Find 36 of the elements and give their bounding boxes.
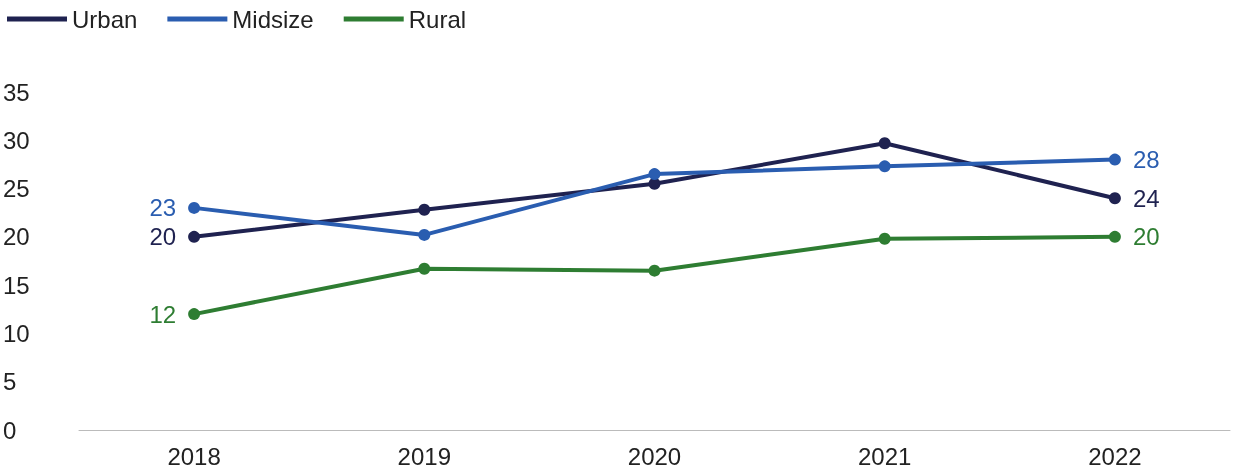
point xyxy=(648,168,661,181)
point xyxy=(878,137,891,150)
data-label: 24 xyxy=(1132,184,1160,212)
point xyxy=(1108,230,1121,243)
point xyxy=(648,264,661,277)
y-tick-label: 25 xyxy=(3,175,30,203)
data-label: 20 xyxy=(1132,223,1160,251)
point xyxy=(188,308,201,321)
data-label: 23 xyxy=(149,194,177,222)
point xyxy=(1108,153,1121,166)
point xyxy=(1108,192,1121,205)
point xyxy=(418,228,431,241)
y-tick-label: 20 xyxy=(3,223,30,251)
point xyxy=(878,232,891,245)
data-label: 12 xyxy=(149,300,177,328)
y-tick-label: 15 xyxy=(3,271,30,299)
data-label: 28 xyxy=(1132,146,1160,174)
point xyxy=(188,230,201,243)
x-tick-label: 2020 xyxy=(627,442,682,470)
y-tick-label: 0 xyxy=(3,416,17,444)
point xyxy=(418,262,431,275)
x-tick-label: 2022 xyxy=(1088,442,1142,470)
point xyxy=(188,201,201,214)
legend-label: Urban xyxy=(72,5,138,33)
legend-label: Rural xyxy=(408,5,467,33)
legend-label: Midsize xyxy=(232,5,314,33)
x-tick-label: 2018 xyxy=(167,442,221,470)
y-tick-label: 10 xyxy=(3,319,30,347)
y-tick-label: 30 xyxy=(3,126,30,154)
data-label: 20 xyxy=(149,223,177,251)
point xyxy=(878,160,891,173)
point xyxy=(418,203,431,216)
y-tick-label: 35 xyxy=(3,78,30,106)
x-tick-label: 2019 xyxy=(397,442,451,470)
x-tick-label: 2021 xyxy=(858,442,912,470)
y-tick-label: 5 xyxy=(3,368,17,396)
